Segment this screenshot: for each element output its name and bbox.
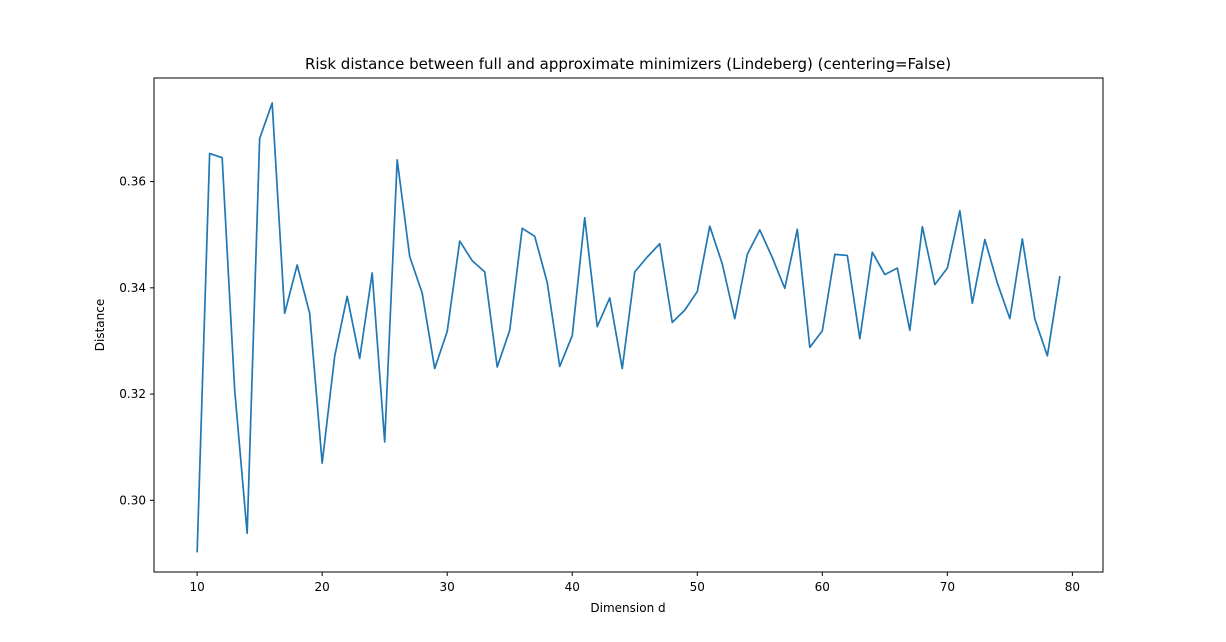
x-tick-label: 30 xyxy=(440,580,455,594)
plot-area xyxy=(153,77,1104,573)
y-axis-label: Distance xyxy=(93,299,107,351)
x-axis-label: Dimension d xyxy=(590,601,665,615)
x-tick-label: 40 xyxy=(565,580,580,594)
plot-frame xyxy=(153,77,1104,573)
x-axis: 10 20 30 40 50 60 70 80 xyxy=(189,572,1080,594)
y-tick-label: 0.36 xyxy=(119,175,146,189)
x-tick-label: 20 xyxy=(315,580,330,594)
y-tick-label: 0.32 xyxy=(119,387,146,401)
y-tick-label: 0.30 xyxy=(119,493,146,507)
chart-title: Risk distance between full and approxima… xyxy=(305,55,951,73)
x-tick-label: 10 xyxy=(189,580,204,594)
x-tick-label: 80 xyxy=(1065,580,1080,594)
y-tick-label: 0.34 xyxy=(119,281,146,295)
x-tick-label: 60 xyxy=(815,580,830,594)
x-tick-label: 50 xyxy=(690,580,705,594)
series-line xyxy=(196,102,1061,553)
y-axis: 0.30 0.32 0.34 0.36 xyxy=(119,175,154,507)
x-tick-label: 70 xyxy=(940,580,955,594)
